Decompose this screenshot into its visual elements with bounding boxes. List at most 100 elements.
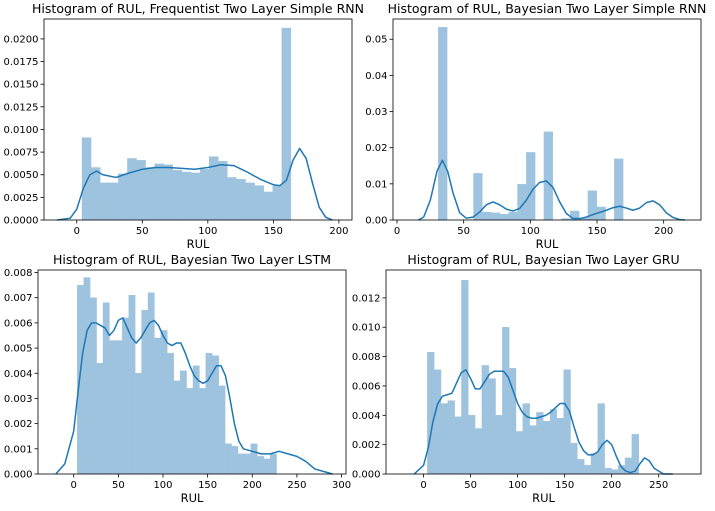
histogram-bar xyxy=(218,385,226,475)
kde-curve xyxy=(413,369,673,475)
plot-frame xyxy=(43,18,353,221)
y-tick-label: 0.0150 xyxy=(4,80,39,91)
x-tick-label: 200 xyxy=(602,480,621,491)
histogram-bar xyxy=(192,365,200,475)
histogram-bar xyxy=(272,185,283,221)
histogram-bar xyxy=(254,185,264,221)
histogram-bar xyxy=(186,388,194,475)
y-tick-label: 0.008 xyxy=(352,352,381,363)
histogram-bar xyxy=(212,355,219,475)
histogram-bar xyxy=(122,317,129,475)
y-tick-label: 0.0175 xyxy=(4,57,39,68)
y-tick-label: 0.00 xyxy=(365,216,387,227)
x-tick-label: 200 xyxy=(329,226,348,237)
histogram-bar xyxy=(257,456,264,475)
histogram-bar xyxy=(482,211,492,221)
y-tick-label: 0.03 xyxy=(365,107,387,118)
y-tick-label: 0.0075 xyxy=(4,148,39,159)
histogram-bar xyxy=(83,277,91,475)
y-tick-label: 0.006 xyxy=(352,381,381,392)
kde-curve xyxy=(417,159,686,221)
histogram-bar xyxy=(127,158,137,221)
histogram-bar xyxy=(508,211,518,221)
chart-panel-3: 0 50 100 150 200 250 300 0.000 0.001 0.002 0.003 0.… xyxy=(4,252,351,505)
y-tick-label: 0.01 xyxy=(365,179,387,190)
y-tick-label: 0.0125 xyxy=(4,102,39,113)
histogram-bar xyxy=(160,330,168,475)
kde-curve xyxy=(57,147,333,221)
y-tick-label: 0.004 xyxy=(352,411,381,422)
histogram-bar xyxy=(128,294,136,475)
x-tick-label: 150 xyxy=(198,480,217,491)
chart-title: Histogram of RUL, Bayesian Two Layer Sim… xyxy=(388,1,707,16)
histogram-bar xyxy=(502,327,510,475)
y-tick-label: 0.008 xyxy=(4,268,33,279)
y-tick-label: 0.000 xyxy=(352,470,381,481)
chart-title: Histogram of RUL, Bayesian Two Layer GRU xyxy=(407,252,679,267)
histogram-bar xyxy=(179,370,187,475)
histogram-bar xyxy=(495,415,503,475)
histogram-bar xyxy=(563,369,571,475)
histogram-bar xyxy=(281,27,292,221)
x-tick-label: 100 xyxy=(521,226,540,237)
y-tick-label: 0.0100 xyxy=(4,125,39,136)
y-tick-label: 0.006 xyxy=(4,318,33,329)
y-tick-label: 0.002 xyxy=(4,419,33,430)
histogram-bar xyxy=(269,453,277,475)
histogram-bar xyxy=(199,169,210,221)
x-axis-label: RUL xyxy=(187,237,210,251)
x-tick-label: 200 xyxy=(243,480,262,491)
x-tick-label: 250 xyxy=(287,480,306,491)
x-tick-label: 50 xyxy=(136,226,149,237)
x-tick-label: 150 xyxy=(587,226,606,237)
x-axis-label: RUL xyxy=(181,491,204,505)
y-tick-label: 0.0050 xyxy=(4,170,39,181)
x-tick-label: 100 xyxy=(508,480,527,491)
histogram-bar xyxy=(499,214,509,221)
histogram-bar xyxy=(604,467,612,475)
histogram-bar xyxy=(109,340,117,475)
histogram-bar xyxy=(227,177,237,221)
histogram-bar xyxy=(115,340,123,475)
histogram-bar xyxy=(244,453,252,475)
histogram-bar xyxy=(167,352,174,475)
histogram-bar xyxy=(224,443,232,475)
histogram-bar xyxy=(468,415,476,475)
y-tick-label: 0.005 xyxy=(4,344,33,355)
histogram-bar xyxy=(529,425,537,475)
plot-frame xyxy=(37,269,347,475)
histogram-bar xyxy=(543,131,553,221)
histogram-bar xyxy=(154,163,164,221)
histogram-bar xyxy=(488,378,496,475)
x-tick-label: 50 xyxy=(112,480,125,491)
chart-title: Histogram of RUL, Frequentist Two Layer … xyxy=(32,1,364,16)
histogram-bar xyxy=(570,442,578,475)
histogram-bar xyxy=(447,400,455,475)
histogram-bar xyxy=(427,351,435,475)
y-tick-label: 0.02 xyxy=(365,143,387,154)
histogram-bar xyxy=(490,212,501,221)
histogram-bar xyxy=(181,171,192,221)
histogram-bar xyxy=(190,172,201,221)
y-tick-label: 0.0200 xyxy=(4,34,39,45)
histogram-bar xyxy=(237,453,245,475)
histogram-bar xyxy=(611,469,619,475)
histogram-bar xyxy=(231,446,239,475)
histogram-bar xyxy=(77,284,84,475)
histogram-bar xyxy=(163,164,174,221)
y-tick-label: 0.05 xyxy=(365,35,387,46)
chart-title: Histogram of RUL, Bayesian Two Layer LST… xyxy=(53,252,331,267)
histogram-bar xyxy=(263,458,271,475)
histogram-bar xyxy=(549,409,558,475)
histogram-bar xyxy=(109,182,119,221)
chart-panel-2: 0 50 100 150 200 0.00 0.01 0.02 0.03 0.04 0.05 Hist… xyxy=(365,1,706,251)
histogram-bar xyxy=(134,373,142,475)
histogram-bar xyxy=(99,182,110,221)
histogram-bar xyxy=(614,158,624,221)
y-tick-label: 0.001 xyxy=(4,444,33,455)
x-tick-label: 150 xyxy=(264,226,283,237)
histogram-bar xyxy=(461,280,469,475)
y-tick-label: 0.04 xyxy=(365,71,387,82)
y-tick-label: 0.010 xyxy=(352,323,381,334)
x-axis-label: RUL xyxy=(536,237,559,251)
